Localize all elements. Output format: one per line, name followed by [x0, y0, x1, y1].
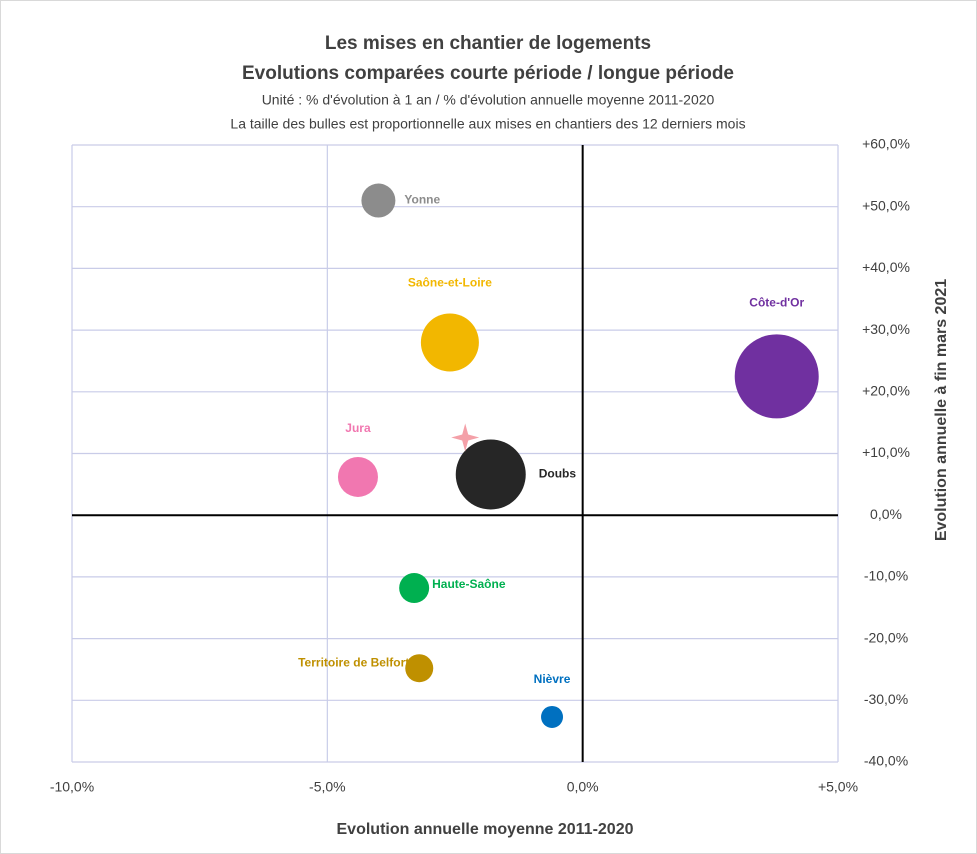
bubble — [337, 456, 378, 497]
y-tick-label: -20,0% — [864, 629, 908, 645]
bubble — [399, 573, 430, 604]
x-tick-label: 0,0% — [567, 779, 599, 795]
bubble — [405, 654, 434, 683]
chart-note: La taille des bulles est proportionnelle… — [230, 116, 745, 132]
chart-note: Unité : % d'évolution à 1 an / % d'évolu… — [262, 92, 715, 108]
bubble-label: Jura — [345, 421, 371, 435]
y-tick-label: +30,0% — [862, 321, 910, 337]
y-tick-label: 0,0% — [870, 506, 902, 522]
chart-subtitle: Evolutions comparées courte période / lo… — [242, 63, 734, 84]
y-tick-label: -30,0% — [864, 691, 908, 707]
bubble-label: Saône-et-Loire — [408, 276, 492, 290]
bubble-label: Côte-d'Or — [749, 296, 804, 310]
bubble-label: Territoire de Belfort — [298, 655, 409, 669]
x-tick-label: +5,0% — [818, 779, 858, 795]
bubble — [541, 705, 564, 728]
bubble-label: Haute-Saône — [432, 577, 506, 591]
x-axis-title: Evolution annuelle moyenne 2011-2020 — [337, 821, 634, 838]
y-tick-label: +20,0% — [862, 383, 910, 399]
bubble — [420, 313, 479, 372]
bubble — [455, 439, 526, 510]
y-tick-label: +60,0% — [862, 136, 910, 152]
bubble-label: Doubs — [539, 467, 577, 481]
chart-title: Les mises en chantier de logements — [325, 33, 651, 54]
bubble — [734, 334, 819, 419]
reference-marker — [451, 423, 480, 452]
bubble-label: Yonne — [404, 193, 440, 207]
y-tick-label: -40,0% — [864, 753, 908, 769]
y-tick-label: +40,0% — [862, 259, 910, 275]
y-tick-label: -10,0% — [864, 568, 908, 584]
x-tick-label: -10,0% — [50, 779, 94, 795]
bubble-label: Nièvre — [534, 672, 571, 686]
y-tick-label: +50,0% — [862, 197, 910, 213]
bubble — [361, 183, 396, 218]
y-axis-title: Evolution annuelle à fin mars 2021 — [933, 279, 950, 541]
x-tick-label: -5,0% — [309, 779, 346, 795]
y-tick-label: +10,0% — [862, 444, 910, 460]
